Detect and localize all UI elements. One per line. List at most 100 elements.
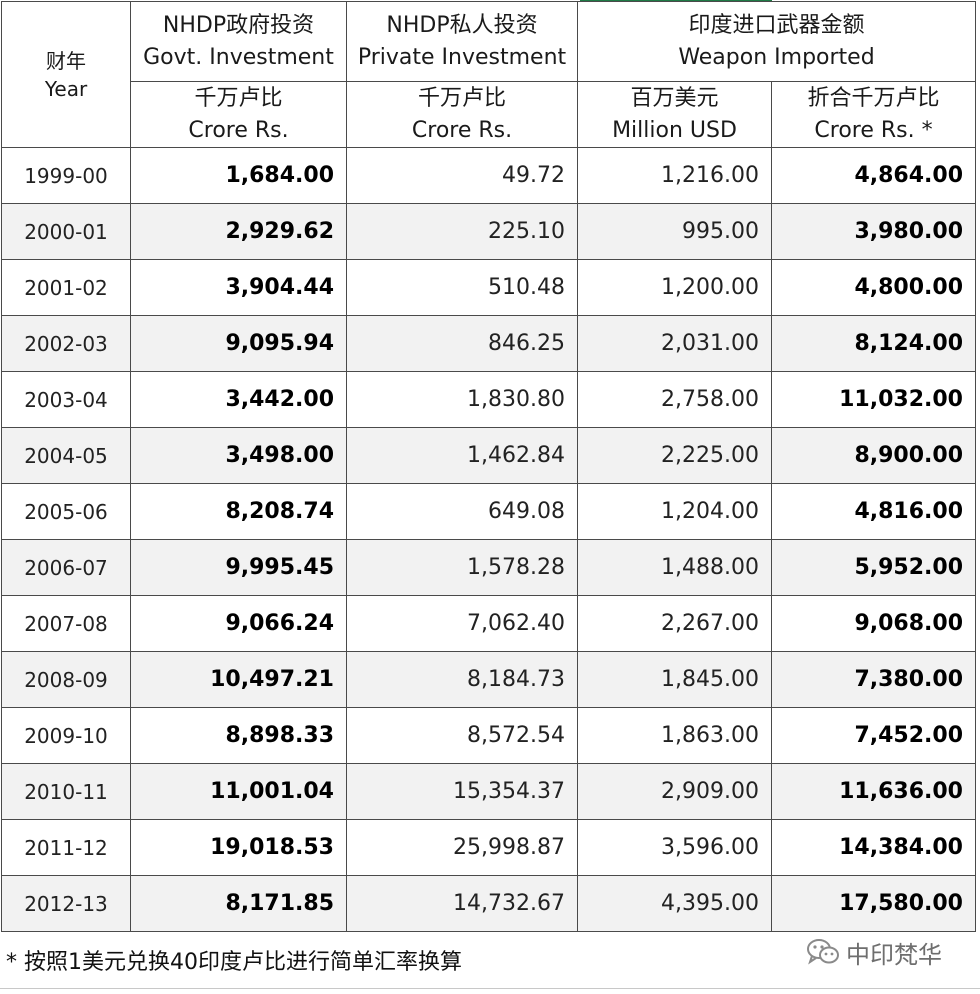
- cell-private: 649.08: [346, 483, 578, 540]
- cell-year: 2002-03: [1, 315, 131, 372]
- table-row: 2010-11 11,001.04 15,354.37 2,909.00 11,…: [1, 763, 976, 820]
- unit-usd-zh: 百万美元: [630, 85, 719, 111]
- cell-crore: 4,800.00: [771, 259, 976, 316]
- cell-govt: 9,095.94: [130, 315, 347, 372]
- header-govt: NHDP政府投资 Govt. Investment: [130, 1, 347, 82]
- cell-govt: 2,929.62: [130, 203, 347, 260]
- cell-crore: 11,032.00: [771, 371, 976, 428]
- table-row: 2007-08 9,066.24 7,062.40 2,267.00 9,068…: [1, 595, 976, 652]
- cell-year: 2008-09: [1, 651, 131, 708]
- cell-usd: 2,758.00: [577, 371, 772, 428]
- cell-govt: 9,995.45: [130, 539, 347, 596]
- cell-usd: 1,845.00: [577, 651, 772, 708]
- header-year-en: Year: [44, 76, 88, 101]
- cell-private: 25,998.87: [346, 819, 578, 876]
- unit-govt: 千万卢比 Crore Rs.: [130, 81, 347, 148]
- watermark-text: 中印梵华: [846, 940, 942, 969]
- cell-usd: 2,031.00: [577, 315, 772, 372]
- cell-crore: 3,980.00: [771, 203, 976, 260]
- cell-year: 2001-02: [1, 259, 131, 316]
- cell-crore: 7,452.00: [771, 707, 976, 764]
- unit-converted-zh: 折合千万卢比: [807, 85, 940, 111]
- cell-private: 1,578.28: [346, 539, 578, 596]
- cell-govt: 9,066.24: [130, 595, 347, 652]
- unit-private-zh: 千万卢比: [417, 85, 506, 111]
- cell-usd: 1,863.00: [577, 707, 772, 764]
- cell-govt: 11,001.04: [130, 763, 347, 820]
- cell-year: 1999-00: [1, 147, 131, 204]
- cell-crore: 8,124.00: [771, 315, 976, 372]
- cell-year: 2011-12: [1, 819, 131, 876]
- cell-private: 225.10: [346, 203, 578, 260]
- header-govt-en: Govt. Investment: [143, 44, 334, 70]
- table-row: 2012-13 8,171.85 14,732.67 4,395.00 17,5…: [1, 875, 976, 932]
- header-year-zh: 财年: [46, 48, 86, 73]
- header-govt-zh: NHDP政府投资: [162, 12, 315, 38]
- cell-crore: 11,636.00: [771, 763, 976, 820]
- cell-private: 510.48: [346, 259, 578, 316]
- cell-private: 15,354.37: [346, 763, 578, 820]
- watermark: 中印梵华: [806, 934, 942, 970]
- unit-usd: 百万美元 Million USD: [577, 81, 772, 148]
- unit-private-en: Crore Rs.: [411, 117, 513, 143]
- table-row: 2008-09 10,497.21 8,184.73 1,845.00 7,38…: [1, 651, 976, 708]
- cell-crore: 8,900.00: [771, 427, 976, 484]
- cell-crore: 14,384.00: [771, 819, 976, 876]
- unit-converted-en: Crore Rs. *: [814, 117, 933, 143]
- cell-private: 14,732.67: [346, 875, 578, 932]
- table-row: 1999-00 1,684.00 49.72 1,216.00 4,864.00: [1, 147, 976, 204]
- cell-govt: 8,208.74: [130, 483, 347, 540]
- cell-govt: 8,898.33: [130, 707, 347, 764]
- footnote: * 按照1美元兑换40印度卢比进行简单汇率换算: [6, 950, 462, 975]
- cell-crore: 7,380.00: [771, 651, 976, 708]
- header-private: NHDP私人投资 Private Investment: [346, 1, 578, 82]
- cell-govt: 1,684.00: [130, 147, 347, 204]
- cell-private: 1,830.80: [346, 371, 578, 428]
- cell-crore: 9,068.00: [771, 595, 976, 652]
- cell-usd: 1,200.00: [577, 259, 772, 316]
- cell-crore: 5,952.00: [771, 539, 976, 596]
- cell-crore: 4,816.00: [771, 483, 976, 540]
- cell-year: 2006-07: [1, 539, 131, 596]
- header-private-zh: NHDP私人投资: [386, 12, 538, 38]
- table-row: 2009-10 8,898.33 8,572.54 1,863.00 7,452…: [1, 707, 976, 764]
- cell-year: 2003-04: [1, 371, 131, 428]
- cell-year: 2004-05: [1, 427, 131, 484]
- unit-usd-en: Million USD: [612, 117, 737, 143]
- header-weapon: 印度进口武器金额 Weapon Imported: [577, 1, 976, 82]
- cell-usd: 4,395.00: [577, 875, 772, 932]
- unit-govt-zh: 千万卢比: [194, 85, 283, 111]
- cell-crore: 4,864.00: [771, 147, 976, 204]
- cell-year: 2010-11: [1, 763, 131, 820]
- cell-crore: 17,580.00: [771, 875, 976, 932]
- wechat-icon: [807, 939, 839, 965]
- cell-usd: 1,204.00: [577, 483, 772, 540]
- cell-usd: 3,596.00: [577, 819, 772, 876]
- unit-govt-en: Crore Rs.: [188, 117, 289, 143]
- cell-year: 2000-01: [1, 203, 131, 260]
- cell-private: 1,462.84: [346, 427, 578, 484]
- cell-usd: 2,225.00: [577, 427, 772, 484]
- cell-usd: 1,488.00: [577, 539, 772, 596]
- cell-usd: 995.00: [577, 203, 772, 260]
- table-row: 2003-04 3,442.00 1,830.80 2,758.00 11,03…: [1, 371, 976, 428]
- cell-year: 2009-10: [1, 707, 131, 764]
- header-weapon-en: Weapon Imported: [678, 44, 875, 70]
- unit-converted: 折合千万卢比 Crore Rs. *: [771, 81, 976, 148]
- bottom-divider: [0, 988, 980, 989]
- table-row: 2000-01 2,929.62 225.10 995.00 3,980.00: [1, 203, 976, 260]
- table-row: 2002-03 9,095.94 846.25 2,031.00 8,124.0…: [1, 315, 976, 372]
- table-row: 2005-06 8,208.74 649.08 1,204.00 4,816.0…: [1, 483, 976, 540]
- cell-usd: 2,909.00: [577, 763, 772, 820]
- cell-private: 8,572.54: [346, 707, 578, 764]
- cell-usd: 1,216.00: [577, 147, 772, 204]
- cell-year: 2005-06: [1, 483, 131, 540]
- cell-private: 49.72: [346, 147, 578, 204]
- cell-year: 2012-13: [1, 875, 131, 932]
- table-row: 2001-02 3,904.44 510.48 1,200.00 4,800.0…: [1, 259, 976, 316]
- cell-govt: 8,171.85: [130, 875, 347, 932]
- cell-govt: 10,497.21: [130, 651, 347, 708]
- cell-private: 8,184.73: [346, 651, 578, 708]
- header-private-en: Private Investment: [357, 44, 567, 70]
